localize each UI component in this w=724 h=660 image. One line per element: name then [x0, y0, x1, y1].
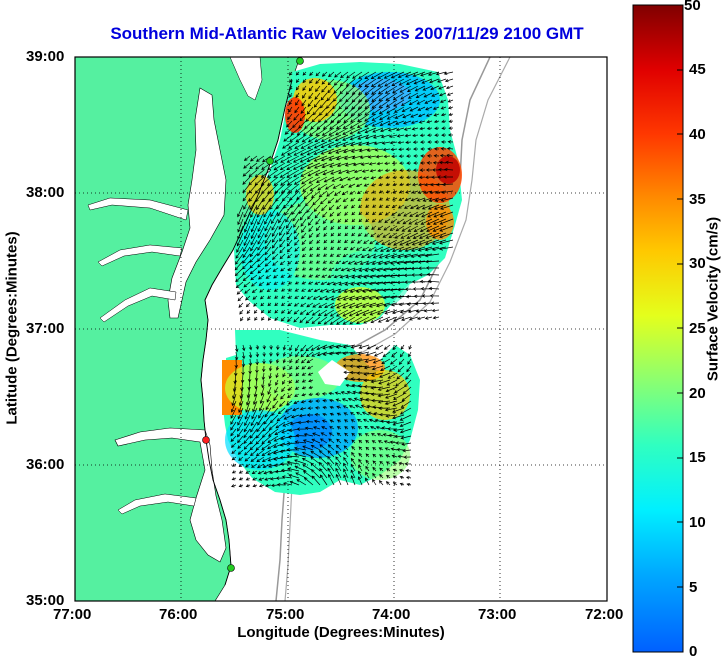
- colorbar-tick-label: 5: [689, 579, 698, 596]
- colorbar-label: Surface Velocity (cm/s): [704, 216, 722, 382]
- colorbar-tick-label: 20: [689, 385, 706, 402]
- colorbar-tick-label: 45: [689, 61, 706, 78]
- bathymetry-contour: [275, 57, 491, 601]
- velocity-arrow: [230, 71, 454, 488]
- x-tick-label: 75:00: [266, 606, 305, 623]
- x-tick-label: 74:00: [372, 606, 411, 623]
- colorbar-tick-label: 0: [689, 643, 698, 660]
- potomac-river: [87, 197, 189, 221]
- colorbar-tick-label: 35: [689, 191, 706, 208]
- york-james-river: [99, 287, 177, 323]
- map-title: Southern Mid-Atlantic Raw Velocities 200…: [110, 24, 584, 43]
- x-axis-label: Longitude (Degrees:Minutes): [237, 624, 445, 641]
- x-tick-label: 76:00: [159, 606, 198, 623]
- radar-station-marker: [296, 57, 304, 65]
- colorbar-tick-label: 15: [689, 449, 706, 466]
- radar-station-marker: [266, 157, 274, 165]
- x-tick-label: 77:00: [53, 606, 92, 623]
- radar-station-marker: [227, 564, 235, 572]
- velocity-vectors: [230, 71, 454, 488]
- pamlico-river: [117, 493, 197, 515]
- y-tick-label: 35:00: [26, 592, 65, 609]
- colorbar-tick-label: 50: [684, 0, 701, 14]
- coastline: [200, 79, 293, 586]
- colorbar-tick-label: 25: [689, 320, 706, 337]
- chesapeake-bay: [167, 87, 227, 319]
- colorbar-tick-label: 10: [689, 514, 706, 531]
- radar-station-marker: [202, 436, 210, 444]
- delaware-bay: [229, 57, 263, 101]
- y-tick-label: 37:00: [26, 320, 65, 337]
- y-tick-label: 36:00: [26, 456, 65, 473]
- grid-lines: [75, 57, 607, 601]
- colorbar: [632, 4, 684, 653]
- y-axis-label: Latitude (Degrees:Minutes): [3, 231, 21, 425]
- y-tick-label: 38:00: [26, 184, 65, 201]
- colorbar-tick-label: 30: [689, 255, 706, 272]
- rappahannock-river: [97, 244, 183, 267]
- colorbar-ticks: [677, 69, 683, 588]
- x-tick-label: 72:00: [585, 606, 624, 623]
- albemarle-sound: [114, 427, 227, 563]
- y-tick-label: 39:00: [26, 48, 65, 65]
- x-tick-label: 73:00: [478, 606, 517, 623]
- colorbar-tick-label: 40: [689, 126, 706, 143]
- plot-frame: [74, 56, 608, 602]
